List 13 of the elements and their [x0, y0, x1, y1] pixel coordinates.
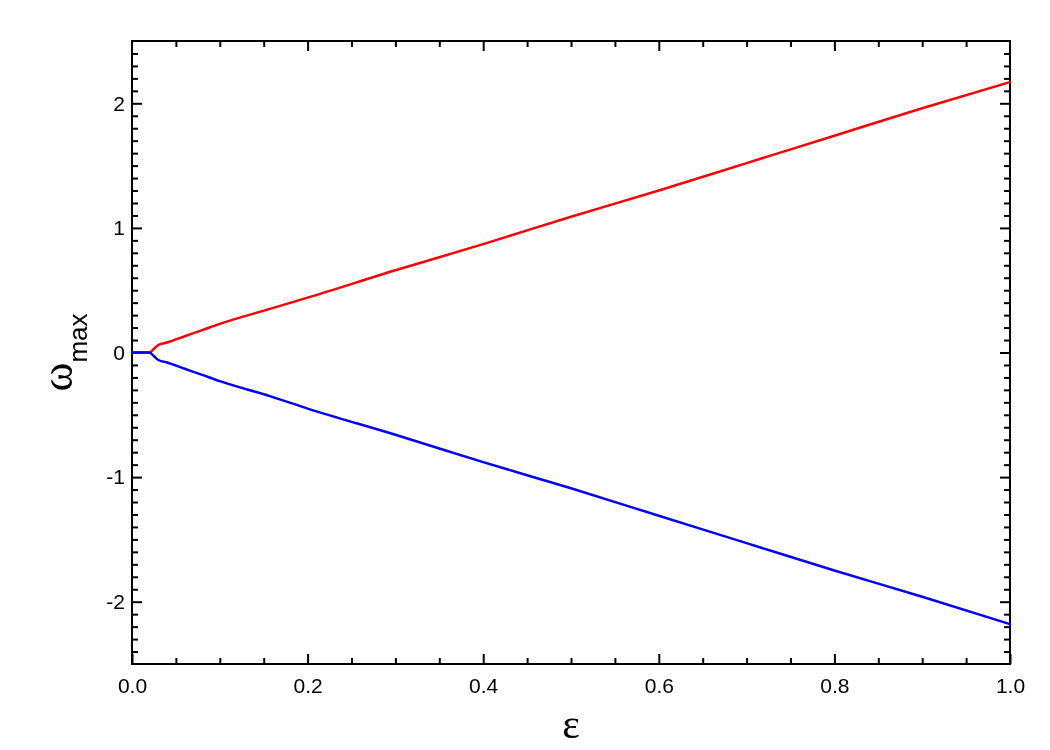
- y-tick-label: -2: [106, 589, 125, 613]
- line-series: [131, 351, 1011, 626]
- y-tick-label: 1: [113, 216, 125, 240]
- x-tick-label: 0.2: [293, 673, 323, 697]
- y-tick-label: 2: [113, 91, 125, 115]
- x-tick-label: 0.0: [117, 673, 148, 697]
- x-tick-label: 0.8: [820, 673, 850, 697]
- x-tick-label: 0.6: [644, 673, 674, 697]
- x-tick-label: 1.0: [995, 673, 1026, 697]
- x-tick-label: 0.4: [469, 673, 499, 697]
- y-tick-label: -1: [106, 465, 125, 489]
- y-tick-label: 0: [113, 340, 125, 364]
- x-axis-title: ε: [562, 701, 580, 747]
